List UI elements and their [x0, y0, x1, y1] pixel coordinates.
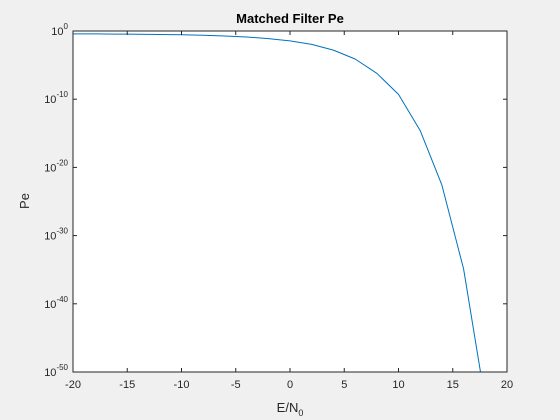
series-layer [73, 33, 482, 372]
x-tick-label: -15 [119, 379, 135, 391]
x-axis-ticks: -20 -15 -10 -5 0 5 10 15 20 [65, 31, 513, 391]
y-tick-label: 100 [51, 22, 68, 38]
x-tick-label: 5 [341, 379, 347, 391]
y-tick-label: 10-20 [44, 158, 68, 174]
x-tick-label: -20 [65, 379, 81, 391]
x-tick-label: 15 [447, 379, 459, 391]
chart-title: Matched Filter Pe [236, 11, 344, 26]
x-tick-label: -5 [231, 379, 241, 391]
y-tick-label: 10-10 [44, 90, 68, 106]
plot-area [73, 31, 507, 372]
y-tick-label: 10-30 [44, 227, 68, 243]
y-tick-label: 10-40 [44, 295, 68, 311]
x-axis-label: E/N0 [277, 400, 304, 418]
x-tick-label: 0 [287, 379, 293, 391]
x-tick-label: 10 [392, 379, 404, 391]
y-tick-label: 10-50 [44, 363, 68, 379]
x-tick-label: -10 [174, 379, 190, 391]
x-tick-label: 20 [501, 379, 513, 391]
y-axis-label: Pe [17, 193, 32, 209]
y-axis-ticks: 100 10-10 10-20 10-30 10-40 10-50 [44, 22, 507, 379]
series-line [73, 33, 482, 372]
x-axis-label-base: E/N [277, 400, 299, 415]
x-axis-label-subscript: 0 [298, 408, 303, 418]
